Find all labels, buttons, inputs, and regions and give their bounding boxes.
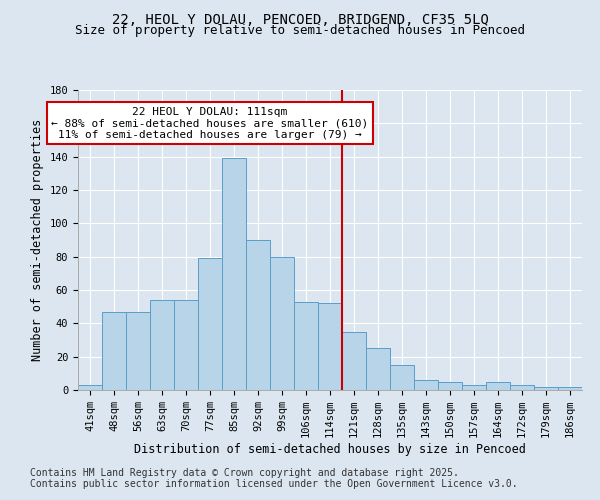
Bar (438, 382, 462, 390)
Bar (294, 302, 318, 390)
Bar (414, 380, 438, 390)
Bar (510, 385, 534, 390)
Bar (462, 385, 486, 390)
Bar (126, 312, 150, 390)
Bar (150, 300, 174, 390)
Bar (486, 382, 510, 390)
Bar (318, 304, 342, 390)
Bar (558, 386, 582, 390)
Bar (390, 365, 414, 390)
Bar (174, 300, 198, 390)
Text: 22 HEOL Y DOLAU: 111sqm
← 88% of semi-detached houses are smaller (610)
11% of s: 22 HEOL Y DOLAU: 111sqm ← 88% of semi-de… (52, 106, 368, 140)
Text: Contains public sector information licensed under the Open Government Licence v3: Contains public sector information licen… (30, 479, 518, 489)
Bar (78, 385, 102, 390)
Bar (366, 348, 390, 390)
Text: 22, HEOL Y DOLAU, PENCOED, BRIDGEND, CF35 5LQ: 22, HEOL Y DOLAU, PENCOED, BRIDGEND, CF3… (112, 12, 488, 26)
X-axis label: Distribution of semi-detached houses by size in Pencoed: Distribution of semi-detached houses by … (134, 443, 526, 456)
Bar (246, 240, 270, 390)
Bar (102, 312, 126, 390)
Text: Size of property relative to semi-detached houses in Pencoed: Size of property relative to semi-detach… (75, 24, 525, 37)
Bar (342, 332, 366, 390)
Bar (534, 386, 558, 390)
Bar (198, 258, 222, 390)
Bar (270, 256, 294, 390)
Bar (222, 158, 246, 390)
Text: Contains HM Land Registry data © Crown copyright and database right 2025.: Contains HM Land Registry data © Crown c… (30, 468, 459, 477)
Y-axis label: Number of semi-detached properties: Number of semi-detached properties (31, 119, 44, 361)
